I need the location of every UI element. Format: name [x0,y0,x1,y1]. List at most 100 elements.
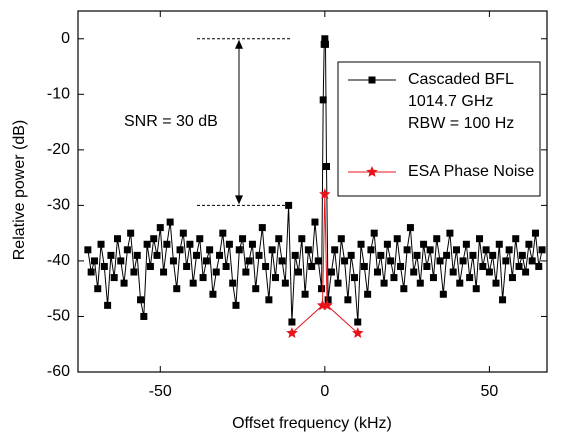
marker [100,262,108,270]
marker [242,268,250,276]
marker [535,262,543,270]
marker [271,274,279,282]
marker [436,257,444,265]
marker [281,279,289,287]
marker [377,251,385,259]
legend-note: RBW = 100 Hz [408,115,514,132]
marker [258,224,266,232]
marker [489,251,497,259]
y-tick-label: -20 [47,141,70,158]
marker [522,268,530,276]
marker [331,246,339,254]
marker [433,235,441,243]
marker [485,268,493,276]
marker [127,229,135,237]
marker [321,35,329,43]
marker [466,274,474,282]
x-tick-label: -50 [149,383,172,400]
marker [400,285,408,293]
y-tick-label: -30 [47,197,70,214]
marker [492,279,500,287]
marker [146,262,154,270]
marker [416,279,424,287]
y-tick-label: -60 [47,363,70,380]
legend-label: ESA Phase Noise [408,163,534,180]
x-axis-title: Offset frequency (kHz) [232,415,392,432]
marker [209,290,217,298]
marker [423,262,431,270]
marker [443,251,451,259]
marker [295,268,303,276]
x-tick-label: 0 [320,383,329,400]
marker [311,218,319,226]
marker [327,268,335,276]
marker [318,285,326,293]
marker [232,301,240,309]
marker [354,318,362,326]
marker [268,246,276,254]
marker [107,251,115,259]
marker [117,257,125,265]
legend-label: Cascaded BFL [408,71,514,88]
marker [341,257,349,265]
annotation: SNR = 30 dB [124,113,218,130]
marker [133,251,141,259]
marker [319,188,331,200]
marker [110,274,118,282]
marker [199,274,207,282]
marker [84,246,92,254]
marker [322,40,330,48]
marker [314,257,322,265]
marker [383,240,391,248]
marker [255,251,263,259]
marker [439,290,447,298]
marker [350,274,358,282]
marker [352,327,364,338]
marker [113,235,121,243]
marker [120,279,128,287]
marker [368,76,376,84]
marker [229,279,237,287]
marker [390,274,398,282]
marker [370,229,378,237]
marker [202,257,210,265]
marker [166,218,174,226]
marker [298,235,306,243]
marker [278,257,286,265]
marker [324,296,332,304]
marker [225,240,233,248]
plot-frame [77,10,548,373]
marker [456,279,464,287]
marker [179,229,187,237]
marker [459,257,467,265]
marker [525,240,533,248]
marker [90,257,98,265]
marker [123,246,131,254]
y-tick-label: -40 [47,252,70,269]
marker [397,262,405,270]
marker [104,301,112,309]
marker [380,279,388,287]
marker [426,246,434,254]
y-tick-label: -10 [47,86,70,103]
marker [322,163,330,171]
marker [265,296,273,304]
marker [206,246,214,254]
marker [169,257,177,265]
marker [301,290,309,298]
marker [239,235,247,243]
marker [515,262,523,270]
marker [304,246,312,254]
marker [452,246,460,254]
marker [94,285,102,293]
marker [163,240,171,248]
marker [186,240,194,248]
legend-note: 1014.7 GHz [408,93,493,110]
y-tick-label: -50 [47,308,70,325]
arrow-head [235,195,243,205]
marker [495,240,503,248]
marker [366,166,378,177]
marker [291,251,299,259]
